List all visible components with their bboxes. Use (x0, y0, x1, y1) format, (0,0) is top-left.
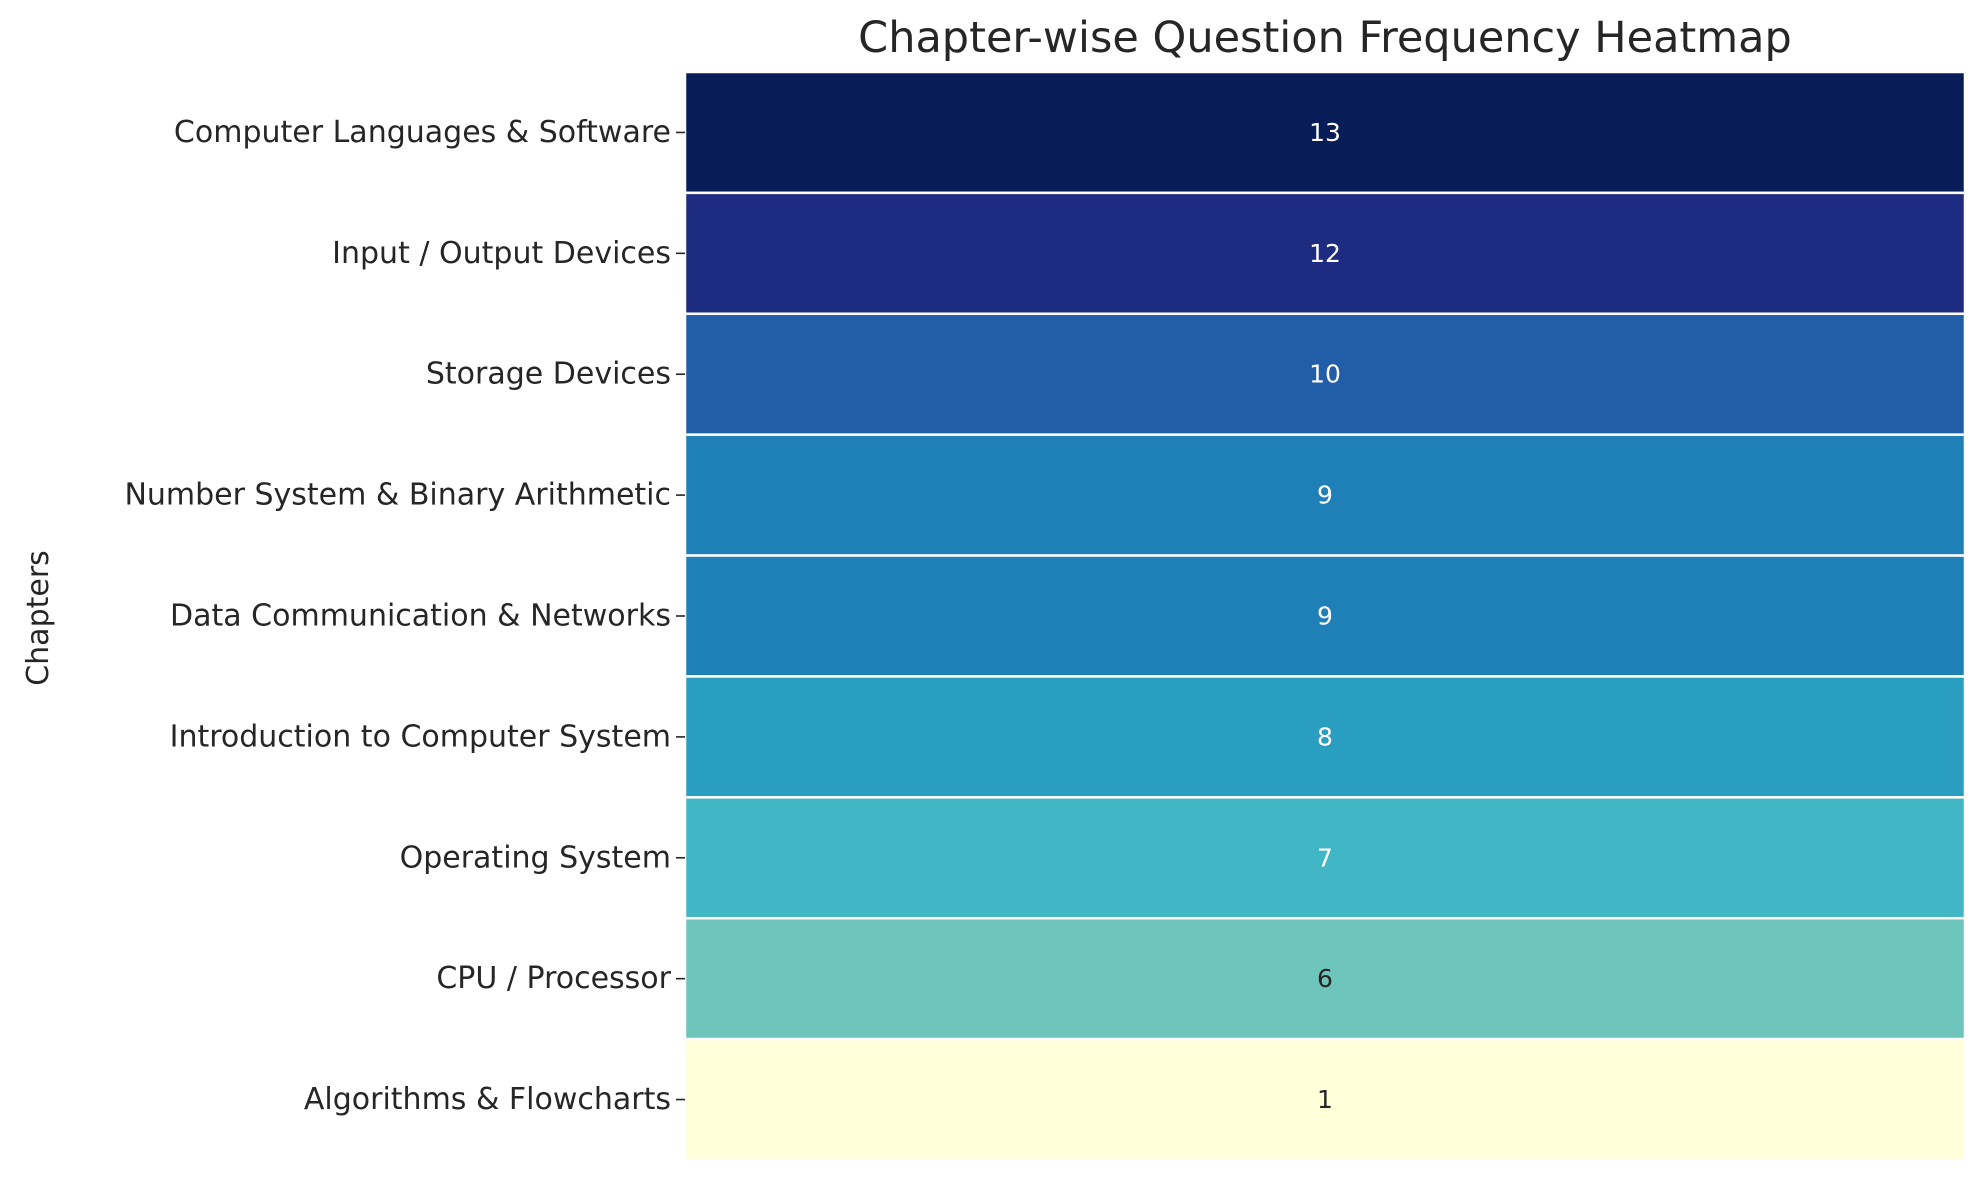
chart-title: Chapter-wise Question Frequency Heatmap (858, 13, 1792, 63)
y-tick-label-computer-languages-software: Computer Languages & Software (174, 115, 671, 150)
cell-value-label: 10 (1309, 360, 1341, 389)
y-tick-label-introduction-to-computer-system: Introduction to Computer System (170, 719, 671, 754)
heatmap-cell-introduction-to-computer-system (683, 675, 1967, 799)
cell-value-label: 9 (1317, 602, 1333, 631)
cell-value-label: 6 (1317, 964, 1333, 993)
heatmap-cell-data-communication-networks (683, 554, 1967, 678)
y-tick-label-cpu-processor: CPU / Processor (436, 961, 671, 996)
y-tick-label-number-system-binary-arithmetic: Number System & Binary Arithmetic (124, 478, 671, 513)
y-tick-label-data-communication-networks: Data Communication & Networks (170, 599, 671, 634)
heatmap-cell-computer-languages-software (683, 70, 1967, 195)
cell-value-label: 13 (1309, 118, 1341, 147)
y-tick-labels: Computer Languages & Software Input / Out… (124, 115, 685, 1117)
heatmap-cells: 13 12 10 9 9 8 7 6 1 (683, 70, 1967, 1162)
heatmap-cell-number-system-binary-arithmetic (683, 433, 1967, 557)
y-tick-label-algorithms-flowcharts: Algorithms & Flowcharts (304, 1082, 671, 1117)
heatmap-cell-storage-devices (683, 312, 1967, 436)
y-axis-label: Chapters (21, 550, 56, 686)
y-tick-label-operating-system: Operating System (400, 840, 671, 875)
cell-value-label: 8 (1317, 722, 1333, 751)
y-tick-label-input-output-devices: Input / Output Devices (332, 236, 671, 271)
cell-value-label: 12 (1309, 239, 1341, 268)
y-tick-label-storage-devices: Storage Devices (426, 357, 671, 392)
cell-value-label: 7 (1317, 843, 1333, 872)
heatmap-cell-input-output-devices (683, 191, 1967, 316)
cell-value-label: 9 (1317, 481, 1333, 510)
cell-value-label: 1 (1317, 1085, 1333, 1114)
